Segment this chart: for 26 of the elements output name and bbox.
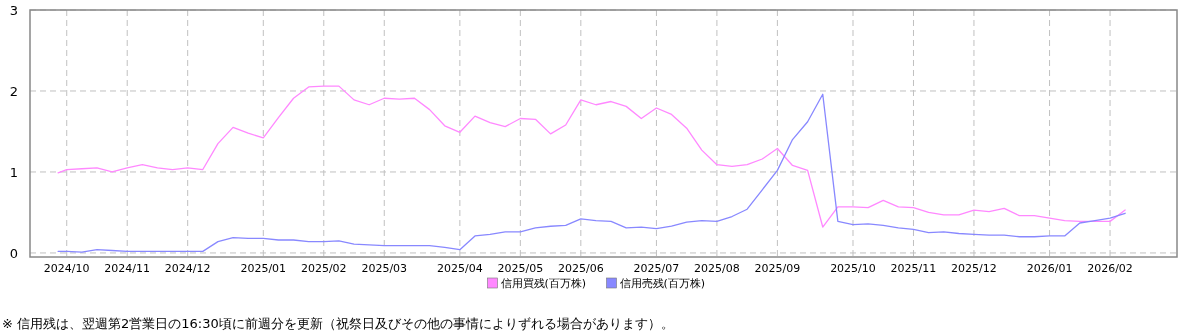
y-tick-label: 3 [9, 3, 18, 18]
x-tick-label: 2025/04 [437, 262, 483, 275]
y-tick-label: 0 [9, 245, 18, 261]
x-tick-label: 2024/12 [164, 262, 211, 275]
y-tick-label: 1 [9, 164, 18, 180]
x-tick-label: 2025/07 [633, 262, 680, 275]
x-tick-label: 2025/05 [497, 262, 544, 275]
x-tick-label: 2025/11 [890, 262, 937, 275]
text: ※ 信用残は、翌週第2営業日の16:30頃に前週分を更新（祝祭日及びその他の事情によりずれる場合があります）。 [2, 316, 674, 331]
x-tick-label: 2026/01 [1026, 262, 1073, 275]
x-tick-label: 2025/12 [951, 262, 997, 275]
y-tick-label: 2 [9, 83, 18, 99]
line-series [57, 93, 1126, 253]
x-tick-label: 2025/08 [694, 262, 740, 275]
x-tick-label: 2025/03 [361, 262, 408, 275]
legend-label: 信用買残(百万株) [500, 277, 587, 290]
line-series [57, 85, 1126, 228]
x-tick-label: 2026/02 [1087, 262, 1133, 275]
x-tick-label: 2025/10 [830, 262, 876, 275]
x-tick-label: 2025/02 [300, 262, 347, 275]
x-tick-label: 2024/11 [104, 262, 151, 275]
legend-label: 信用売残(百万株) [619, 277, 706, 290]
x-tick-label: 2025/09 [754, 262, 801, 275]
x-tick-label: 2024/10 [43, 262, 90, 275]
x-tick-label: 2025/01 [240, 262, 287, 275]
x-tick-label: 2025/06 [557, 262, 604, 275]
